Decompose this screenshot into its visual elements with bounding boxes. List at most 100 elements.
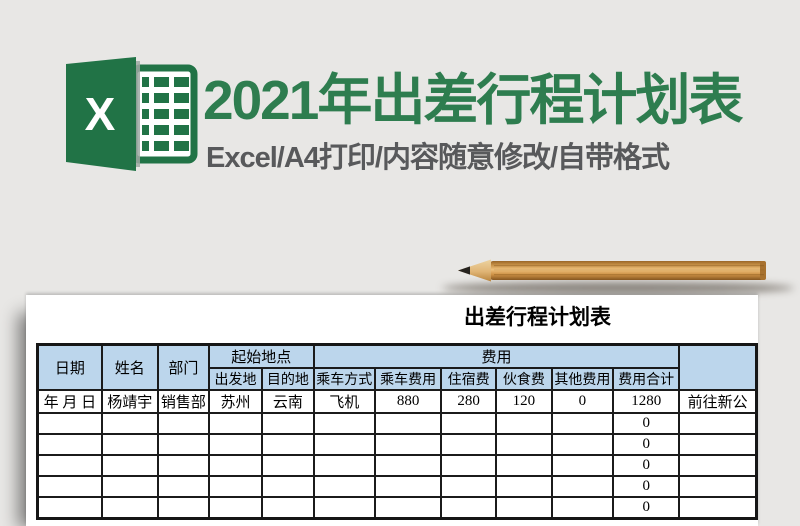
pencil-shadow — [442, 282, 794, 294]
cell — [312, 454, 376, 477]
cell — [440, 496, 498, 519]
cell — [312, 475, 376, 498]
cell — [261, 433, 315, 456]
cell — [36, 454, 103, 477]
cell: 年 月 日 — [36, 389, 103, 414]
cell — [36, 412, 103, 435]
pencil-end — [760, 261, 766, 280]
cell — [495, 475, 553, 498]
excel-logo-cover — [66, 57, 136, 171]
pencil-body — [490, 261, 766, 280]
cell: 0 — [612, 412, 681, 435]
excel-logo-letter: X — [85, 88, 116, 140]
sheet-title: 出差行程计划表 — [464, 305, 611, 329]
cell — [207, 475, 264, 498]
cell: 280 — [440, 389, 498, 414]
spreadsheet-paper: 出差行程计划表 日期 姓名 部门 起始地点 费用 出发地 — [26, 295, 758, 526]
excel-logo-grid — [142, 77, 189, 151]
cell — [261, 496, 315, 519]
cell: 飞机 — [312, 389, 376, 414]
page-title: 2021年出差行程计划表 — [203, 69, 743, 131]
col-header-name: 姓名 — [100, 343, 159, 391]
table-row: 0 — [36, 433, 758, 456]
cell — [550, 496, 615, 519]
col-header-departure: 出发地 — [207, 367, 264, 391]
excel-logo-icon: X — [66, 57, 198, 171]
cell: 0 — [550, 389, 615, 414]
cell — [207, 496, 264, 519]
cell — [36, 433, 103, 456]
col-header-transport-fee: 乘车费用 — [373, 367, 443, 391]
cell — [36, 475, 103, 498]
col-header-remark — [678, 343, 758, 391]
cell — [100, 475, 159, 498]
cell: 0 — [612, 454, 681, 477]
cell — [373, 454, 443, 477]
table-row: 0 — [36, 412, 758, 435]
col-header-total-fee: 费用合计 — [612, 367, 681, 391]
cell — [550, 433, 615, 456]
cell — [261, 412, 315, 435]
cell — [207, 433, 264, 456]
cell — [36, 496, 103, 519]
cell — [550, 454, 615, 477]
cell — [156, 454, 210, 477]
pencil-grain — [494, 265, 764, 276]
cell — [156, 496, 210, 519]
table-row: 0 — [36, 496, 758, 519]
cell: 0 — [612, 475, 681, 498]
pencil-icon — [458, 259, 766, 282]
table-row: 0 — [36, 475, 758, 498]
pencil-graphite-tip — [458, 266, 470, 275]
col-header-meal-fee: 伙食费 — [495, 367, 553, 391]
cell: 销售部 — [156, 389, 210, 414]
col-header-date: 日期 — [36, 343, 103, 391]
cell — [156, 475, 210, 498]
cell — [373, 433, 443, 456]
col-header-lodging-fee: 住宿费 — [440, 367, 498, 391]
cell — [678, 412, 758, 435]
cell — [550, 412, 615, 435]
table-row: 年 月 日杨靖宇 销售部 苏州 云南 飞机 880 280 120 0 1280 前往新公 — [36, 389, 758, 414]
cell — [156, 412, 210, 435]
cell — [261, 475, 315, 498]
cell — [100, 454, 159, 477]
cell: 前往新公 — [678, 389, 758, 414]
cell: 880 — [373, 389, 443, 414]
cell — [440, 475, 498, 498]
cell — [100, 496, 159, 519]
col-group-cost: 费用 — [312, 343, 681, 369]
cell — [373, 475, 443, 498]
col-header-dept: 部门 — [156, 343, 210, 391]
col-header-other-fee: 其他费用 — [550, 367, 615, 391]
table-body: 年 月 日杨靖宇 销售部 苏州 云南 飞机 880 280 120 0 1280 前往新公 0 0 0 0 0 — [36, 389, 758, 519]
itinerary-table: 日期 姓名 部门 起始地点 费用 出发地 目的地 乘车方式 乘车费用 住宿费 伙… — [36, 343, 758, 520]
cell — [678, 454, 758, 477]
page-subtitle: Excel/A4打印/内容随意修改/自带格式 — [206, 142, 670, 174]
cell — [440, 412, 498, 435]
cell: 1280 — [612, 389, 681, 414]
cell — [495, 454, 553, 477]
cell — [678, 433, 758, 456]
cell: 0 — [612, 496, 681, 519]
cell — [495, 412, 553, 435]
cell — [440, 454, 498, 477]
cell — [495, 433, 553, 456]
col-header-destination: 目的地 — [261, 367, 315, 391]
cell — [207, 412, 264, 435]
table-row: 0 — [36, 454, 758, 477]
cell — [312, 433, 376, 456]
cell — [312, 412, 376, 435]
cell — [100, 433, 159, 456]
cell — [373, 412, 443, 435]
col-group-origin: 起始地点 — [207, 343, 315, 369]
cell: 120 — [495, 389, 553, 414]
cell: 杨靖宇 — [100, 389, 159, 414]
cell — [156, 433, 210, 456]
cell — [495, 496, 553, 519]
cell — [207, 454, 264, 477]
cell: 云南 — [261, 389, 315, 414]
cell: 0 — [612, 433, 681, 456]
col-header-transport-mode: 乘车方式 — [312, 367, 376, 391]
